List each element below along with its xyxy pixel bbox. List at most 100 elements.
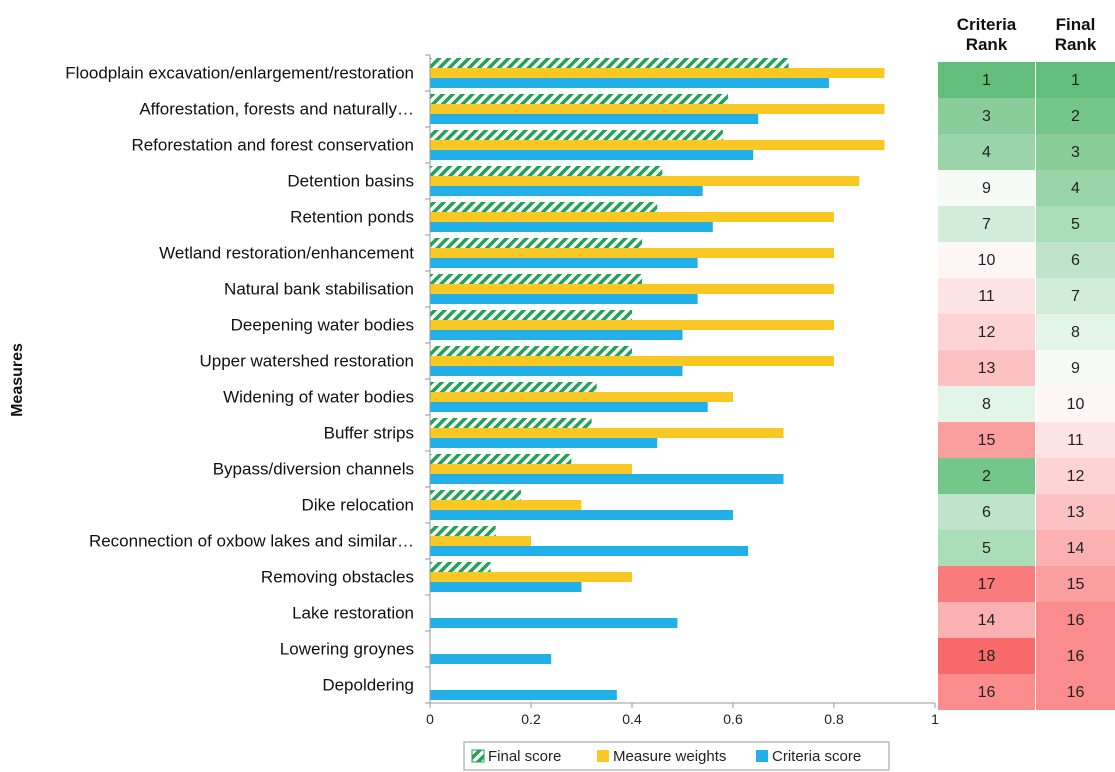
rank-value: 5 [1071,216,1080,233]
category-label: Widening of water bodies [223,387,414,406]
rank-value: 8 [982,396,991,413]
bar-criteria-score [430,654,552,664]
bar-measure-weights [430,536,531,546]
bar-final-score [430,490,521,500]
legend-swatch [597,750,609,762]
rank-cell [938,602,1035,638]
category-label: Deepening water bodies [231,315,414,334]
bar-final-score [430,310,632,320]
legend-swatch [471,749,485,763]
rank-value: 12 [1067,468,1085,485]
rank-header: Rank [1055,35,1097,54]
rank-cell [938,350,1035,386]
bar-final-score [430,166,663,176]
rank-value: 6 [982,504,991,521]
bar-criteria-score [430,294,698,304]
bar-measure-weights [430,464,632,474]
x-tick-label: 0 [426,711,434,727]
rank-value: 11 [978,288,995,305]
bar-criteria-score [430,510,733,520]
rank-cell [938,278,1035,314]
rank-cell [1036,242,1115,278]
rank-table: CriteriaRankFinalRank1349710111213815265… [938,15,1115,710]
category-label: Retention ponds [290,207,414,226]
rank-header: Criteria [957,15,1017,34]
rank-value: 3 [1071,144,1080,161]
category-label: Afforestation, forests and naturally… [139,99,414,118]
rank-cell [1036,458,1115,494]
rank-value: 15 [1067,576,1085,593]
bar-final-score [430,418,592,428]
bar-final-score [430,130,723,140]
rank-cell [938,638,1035,674]
rank-cell [938,134,1035,170]
rank-cell [938,242,1035,278]
x-axis: 0 0.2 0.4 0.6 0.8 1 [425,54,939,727]
rank-cell [1036,422,1115,458]
rank-cell [938,566,1035,602]
legend: Final score Measure weights Criteria score [463,741,890,771]
bar-final-score [430,94,728,104]
bar-criteria-score [430,114,759,124]
bar-criteria-score [430,150,754,160]
rank-value: 11 [1067,432,1084,449]
rank-cell [938,386,1035,422]
category-label: Bypass/diversion channels [213,459,414,478]
rank-value: 10 [978,252,996,269]
y-axis-label: Measures [9,343,26,417]
legend-box [463,741,890,771]
category-label: Detention basins [287,171,414,190]
category-label: Reforestation and forest conservation [131,135,414,154]
rank-cell [938,314,1035,350]
bar-final-score [430,526,496,536]
bar-criteria-score [430,690,617,700]
legend-swatch [756,750,768,762]
x-tick-label: 0.2 [521,711,541,727]
category-label: Floodplain excavation/enlargement/restor… [65,63,414,82]
category-label: Wetland restoration/enhancement [159,243,414,262]
bar-final-score [430,382,597,392]
rank-value: 18 [978,648,996,665]
bar-measure-weights [430,572,632,582]
rank-value: 17 [978,576,996,593]
rank-cell [1036,206,1115,242]
category-label: Depoldering [322,675,414,694]
rank-cell [1036,602,1115,638]
rank-value: 16 [1067,648,1085,665]
rank-cell [1036,530,1115,566]
rank-value: 16 [1067,612,1085,629]
bar-final-score [430,454,572,464]
rank-header: Rank [966,35,1008,54]
rank-value: 4 [1071,180,1080,197]
rank-value: 16 [1067,684,1085,701]
bar-criteria-score [430,330,683,340]
bar-final-score [430,274,643,284]
bar-criteria-score [430,438,658,448]
legend-label: Measure weights [613,748,726,765]
bar-measure-weights [430,428,784,438]
bar-measure-weights [430,212,834,222]
rank-value: 2 [982,468,991,485]
bar-measure-weights [430,500,582,510]
legend-label: Final score [488,748,561,765]
bar-measure-weights [430,68,885,78]
x-tick-label: 1 [931,711,939,727]
legend-label: Criteria score [772,748,861,765]
rank-value: 9 [1071,360,1080,377]
rank-cell [1036,494,1115,530]
rank-cell [938,674,1035,710]
rank-cell [1036,350,1115,386]
bar-measure-weights [430,248,834,258]
rank-value: 5 [982,540,991,557]
category-label: Upper watershed restoration [199,351,414,370]
category-label: Lake restoration [292,603,414,622]
bar-criteria-score [430,222,713,232]
rank-cell [1036,566,1115,602]
bar-criteria-score [430,402,708,412]
rank-value: 8 [1071,324,1080,341]
rank-value: 12 [978,324,996,341]
rank-cell [938,494,1035,530]
bar-measure-weights [430,284,834,294]
rank-value: 10 [1067,396,1085,413]
